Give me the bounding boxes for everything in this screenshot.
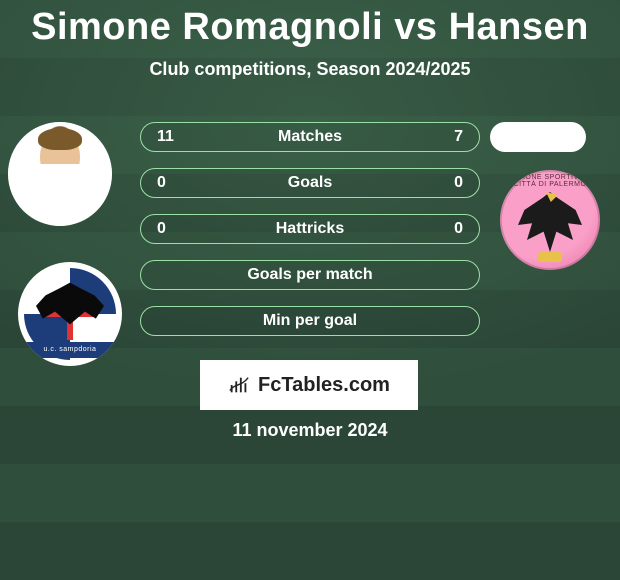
player2-club-badge: UNIONE SPORTIVA · CITTÀ DI PALERMO bbox=[500, 170, 600, 270]
stat-right: 0 bbox=[427, 174, 463, 192]
stat-row-matches: 11 Matches 7 bbox=[140, 122, 480, 152]
club1-band-label: u.c. sampdoria bbox=[18, 342, 122, 358]
stat-right: 0 bbox=[427, 220, 463, 238]
stat-row-hattricks: 0 Hattricks 0 bbox=[140, 214, 480, 244]
player1-club-badge: u.c. sampdoria bbox=[18, 262, 122, 366]
stat-row-min-per-goal: Min per goal bbox=[140, 306, 480, 336]
brand-label: FcTables.com bbox=[258, 374, 390, 397]
stat-row-goals: 0 Goals 0 bbox=[140, 168, 480, 198]
brand-attribution[interactable]: FcTables.com bbox=[200, 360, 418, 410]
stat-left: 0 bbox=[157, 174, 193, 192]
stat-label: Min per goal bbox=[193, 312, 427, 330]
stats-table: 11 Matches 7 0 Goals 0 0 Hattricks 0 Goa… bbox=[140, 122, 480, 352]
stat-left: 11 bbox=[157, 128, 193, 146]
stat-label: Matches bbox=[193, 128, 427, 146]
stat-label: Hattricks bbox=[193, 220, 427, 238]
page-subtitle: Club competitions, Season 2024/2025 bbox=[0, 59, 620, 80]
stat-row-goals-per-match: Goals per match bbox=[140, 260, 480, 290]
stat-label: Goals per match bbox=[193, 266, 427, 284]
stat-right: 7 bbox=[427, 128, 463, 146]
date-line: 11 november 2024 bbox=[0, 420, 620, 441]
page-title: Simone Romagnoli vs Hansen bbox=[0, 0, 620, 49]
player1-avatar bbox=[8, 122, 112, 226]
bar-chart-icon bbox=[228, 374, 250, 396]
stat-left: 0 bbox=[157, 220, 193, 238]
player2-avatar-placeholder bbox=[490, 122, 586, 152]
stat-label: Goals bbox=[193, 174, 427, 192]
